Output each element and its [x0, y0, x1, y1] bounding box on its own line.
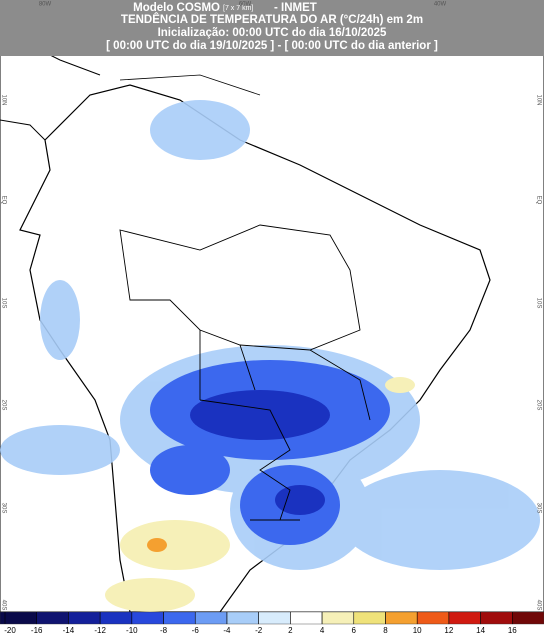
lat-label: 20S: [0, 400, 6, 411]
colorbar-label: 10: [413, 626, 422, 635]
header-model: Modelo COSMO: [133, 2, 220, 14]
colorbar-segment: [68, 611, 101, 625]
colorbar-segment: [0, 611, 37, 625]
colorbar-segment: [321, 611, 354, 625]
warming-spot: [147, 538, 167, 552]
lat-label: EQ: [535, 196, 541, 205]
colorbar-segment: [131, 611, 164, 625]
header-period: [ 00:00 UTC do dia 19/10/2025 ] - [ 00:0…: [106, 40, 438, 52]
colorbar-label: 12: [444, 626, 453, 635]
lon-label: 40W: [434, 2, 447, 8]
warming-light: [105, 377, 415, 612]
colorbar-segment: [195, 611, 228, 625]
colorbar-label: -6: [192, 626, 200, 635]
colorbar-segment: [512, 611, 544, 625]
cooling-strong: [190, 390, 330, 515]
colorbar-label: 6: [352, 626, 357, 635]
colorbar-segment: [480, 611, 513, 625]
colorbar-label: -10: [126, 626, 138, 635]
lat-label: 30S: [535, 503, 541, 514]
colorbar-label: -14: [63, 626, 75, 635]
header-source: - INMET: [274, 2, 317, 14]
colorbar-segment: [416, 611, 450, 625]
colorbar-label: -2: [255, 626, 263, 635]
lon-label: 80W: [39, 2, 52, 8]
colorbar-label: -8: [160, 626, 168, 635]
colorbar-segment: [258, 611, 291, 625]
colorbar-label: -12: [94, 626, 106, 635]
colorbar-segment: [99, 611, 133, 625]
colorbar-label: 14: [476, 626, 485, 635]
colorbar-label: 4: [320, 626, 325, 635]
colorbar-label: 16: [508, 626, 517, 635]
colorbar-label: 2: [288, 626, 293, 635]
lat-label: EQ: [0, 196, 6, 205]
map: [0, 4, 540, 613]
lat-label: 40S: [0, 600, 6, 611]
header-resolution: [7 x 7 km]: [223, 5, 253, 12]
header-init: Inicialização: 00:00 UTC do dia 16/10/20…: [158, 27, 387, 39]
header-title: TENDÊNCIA DE TEMPERATURA DO AR (°C/24h) …: [121, 13, 423, 26]
header-bg: [0, 0, 544, 56]
borders: [119, 224, 371, 521]
lat-label: 30S: [0, 503, 6, 514]
lat-label: 10N: [0, 94, 6, 105]
colorbar-segment: [353, 611, 386, 625]
colorbar-label: -4: [223, 626, 231, 635]
lat-label: 10S: [535, 298, 541, 309]
lat-label: 20S: [535, 400, 541, 411]
lat-label: 10N: [535, 94, 541, 105]
colorbar-label: 8: [383, 626, 388, 635]
colorbar-segment: [226, 611, 259, 625]
colorbar-segment: [163, 611, 196, 625]
colorbar-segment: [36, 611, 69, 625]
lon-label: 60W: [239, 2, 252, 8]
colorbar-segment: [385, 611, 418, 625]
colorbar-segment: [448, 611, 481, 625]
colorbar-label: -20: [4, 626, 16, 635]
lat-label: 40S: [535, 600, 541, 611]
lat-label: 10S: [0, 298, 6, 309]
colorbar-segment: [290, 611, 323, 625]
colorbar-label: -16: [31, 626, 43, 635]
